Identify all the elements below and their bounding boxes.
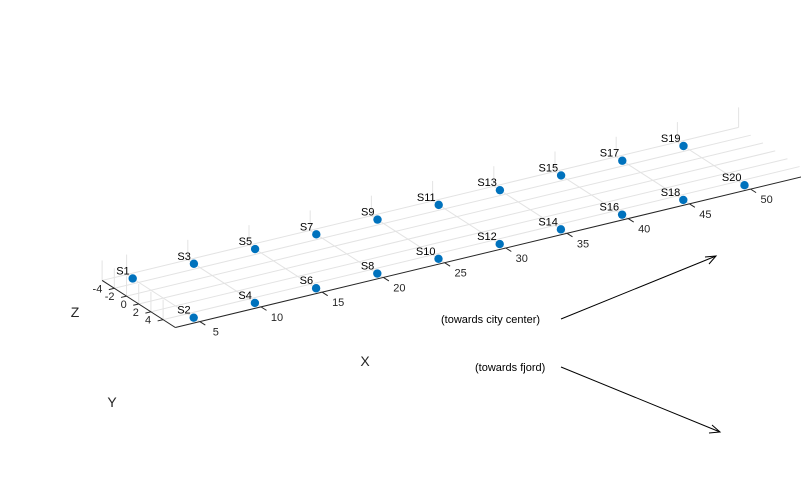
x-axis-tick xyxy=(199,321,206,326)
data-point-label: S2 xyxy=(177,305,190,317)
x-axis-tick xyxy=(260,306,267,311)
data-point-marker xyxy=(679,141,688,151)
data-point-label: S19 xyxy=(661,133,681,145)
grid-line-y xyxy=(163,166,800,321)
x-axis-tick xyxy=(321,291,328,297)
data-point-label: S20 xyxy=(722,172,742,184)
y-axis-tick-label: -2 xyxy=(105,291,115,303)
y-axis-label: Y xyxy=(107,394,117,410)
data-point-marker xyxy=(556,171,566,180)
x-axis-tick-label: 30 xyxy=(516,253,528,265)
x-axis-line xyxy=(175,176,801,328)
floor-back-edge xyxy=(102,126,739,281)
data-point-label: S15 xyxy=(539,162,559,174)
x-axis-tick-label: 10 xyxy=(271,312,283,324)
data-point-marker xyxy=(495,239,504,249)
arrow-fjord xyxy=(560,366,721,433)
annotation-fjord-text: (towards fjord) xyxy=(475,362,545,374)
data-point-label: S3 xyxy=(177,251,190,263)
data-point-marker xyxy=(434,254,443,263)
data-point-label: S14 xyxy=(538,216,558,228)
data-point-marker xyxy=(373,269,382,278)
data-point-marker xyxy=(434,200,443,210)
data-point-label: S10 xyxy=(416,246,436,258)
data-point-label: S1 xyxy=(116,265,129,277)
x-axis-tick xyxy=(689,203,696,208)
x-axis-tick xyxy=(383,277,390,282)
grid-line-y xyxy=(114,134,751,289)
data-point-label: S11 xyxy=(417,192,436,204)
x-axis-tick-label: 40 xyxy=(638,224,650,236)
data-point-marker xyxy=(618,156,627,165)
data-point-label: S9 xyxy=(361,207,374,219)
x-axis-tick-label: 15 xyxy=(332,297,344,309)
x-axis-tick-label: 35 xyxy=(577,238,589,250)
annotation-city-center-text: (towards city center) xyxy=(441,314,540,326)
x-axis-tick-label: 5 xyxy=(213,327,219,339)
data-point-marker xyxy=(312,230,321,239)
data-point-marker xyxy=(740,181,749,190)
data-point-label: S5 xyxy=(239,236,252,248)
x-axis-tick-label: 50 xyxy=(760,194,772,206)
y-axis-tick-label: -4 xyxy=(93,283,103,295)
data-point-label: S8 xyxy=(361,261,374,273)
annotation-city-center: (towards city center) xyxy=(441,255,718,326)
x-axis-tick xyxy=(627,218,634,223)
x-axis-tick xyxy=(505,247,512,252)
y-axis-tick xyxy=(157,319,164,322)
data-point-label: S12 xyxy=(477,231,497,243)
arrow-fjord-head xyxy=(708,424,722,434)
data-point-marker xyxy=(189,259,199,268)
grid-line-y xyxy=(138,150,776,305)
data-point-label: S6 xyxy=(300,275,313,287)
data-point-label: S17 xyxy=(600,148,620,160)
arrow-city-center-head xyxy=(704,255,718,265)
data-point-marker xyxy=(495,185,505,195)
data-points: S1 S2 S3 S4 S5 S6 S7 S8 S9 S10 S11 S12 S13 S14 S15 S16 S… xyxy=(116,133,749,322)
data-point-label: S13 xyxy=(477,177,497,189)
x-axis-tick xyxy=(750,188,757,194)
data-point-label: S4 xyxy=(238,290,251,302)
data-point-marker xyxy=(250,298,260,308)
data-point-label: S18 xyxy=(661,187,681,199)
y-axis-tick-label: 2 xyxy=(133,307,139,319)
y-axis-tick xyxy=(145,311,152,314)
grid-line-y xyxy=(150,158,788,313)
z-axis-label: Z xyxy=(71,304,80,320)
data-point-marker xyxy=(556,225,566,234)
arrow-city-center xyxy=(560,255,717,320)
data-point-marker xyxy=(311,284,321,293)
data-point-marker xyxy=(373,215,382,224)
data-point-marker xyxy=(617,210,627,219)
data-point-label: S16 xyxy=(600,202,620,214)
x-axis-tick-label: 20 xyxy=(393,282,405,294)
y-axis-tick-label: 4 xyxy=(145,315,151,327)
x-axis-label: X xyxy=(360,353,370,369)
y-axis-tick xyxy=(108,287,115,291)
axes: 5 10 15 20 25 30 35 40 45 50 -4-2 024 xyxy=(93,176,801,339)
x-axis-tick-label: 25 xyxy=(454,268,466,280)
grid-line-y xyxy=(126,142,764,297)
data-point-marker xyxy=(128,274,137,283)
y-axis-tick xyxy=(120,295,127,298)
y-axis-tick-label: 0 xyxy=(121,299,127,311)
grid-lines xyxy=(101,107,800,328)
x-axis-tick xyxy=(444,262,451,267)
x-axis-tick xyxy=(566,232,573,238)
data-point-marker xyxy=(679,195,688,205)
annotation-fjord: (towards fjord) xyxy=(475,362,722,434)
data-point-label: S7 xyxy=(300,221,313,233)
y-axis-tick xyxy=(133,303,139,306)
data-point-marker xyxy=(189,313,198,322)
x-axis-tick-label: 45 xyxy=(699,209,711,221)
data-point-marker xyxy=(250,244,260,254)
